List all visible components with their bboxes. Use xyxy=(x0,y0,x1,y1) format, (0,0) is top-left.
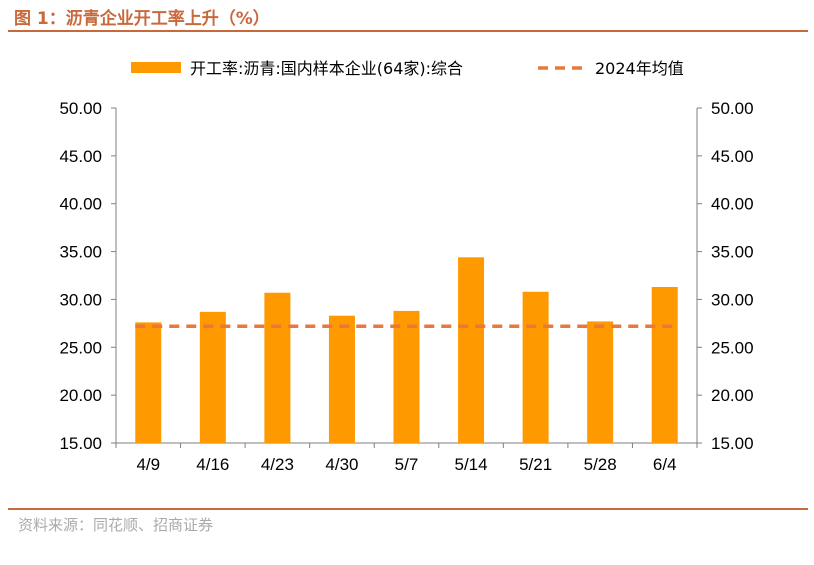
y-tick-label-right: 20.00 xyxy=(711,386,754,405)
y-tick-label-right: 25.00 xyxy=(711,338,754,357)
y-tick-label-right: 45.00 xyxy=(711,147,754,166)
bar-4/16 xyxy=(199,311,226,443)
x-tick-label: 4/23 xyxy=(261,455,294,474)
y-tick-label-left: 35.00 xyxy=(59,243,102,262)
y-tick-label-left: 15.00 xyxy=(59,434,102,453)
x-tick-label: 5/21 xyxy=(519,455,552,474)
y-tick-label-right: 35.00 xyxy=(711,243,754,262)
y-tick-label-right: 30.00 xyxy=(711,290,754,309)
tick-labels: 15.00 15.00 20.00 20.00 25.00 25.00 30.00 30.00… xyxy=(59,99,753,474)
bar-5/7 xyxy=(393,310,420,443)
legend-avg-label: 2024年均值 xyxy=(595,59,684,78)
y-tick-label-left: 30.00 xyxy=(59,290,102,309)
title-rule xyxy=(8,30,808,32)
y-tick-label-left: 40.00 xyxy=(59,195,102,214)
bars xyxy=(135,257,678,443)
bar-5/28 xyxy=(587,321,614,443)
y-tick-label-right: 15.00 xyxy=(711,434,754,453)
legend-bar-label: 开工率:沥青:国内样本企业(64家):综合 xyxy=(190,59,463,78)
x-tick-label: 5/14 xyxy=(455,455,488,474)
x-tick-label: 4/9 xyxy=(136,455,160,474)
y-tick-label-right: 50.00 xyxy=(711,99,754,118)
figure-title: 图 1：沥青企业开工率上升（%） xyxy=(14,9,270,29)
legend: 开工率:沥青:国内样本企业(64家):综合 2024年均值 xyxy=(131,59,684,78)
bar-chart: 开工率:沥青:国内样本企业(64家):综合 2024年均值 15.00 15.00… xyxy=(59,59,753,474)
y-tick-label-right: 40.00 xyxy=(711,195,754,214)
bar-5/21 xyxy=(522,291,549,443)
x-tick-label: 4/30 xyxy=(325,455,358,474)
x-tick-label: 5/28 xyxy=(584,455,617,474)
source-rule xyxy=(8,508,808,510)
y-tick-label-left: 50.00 xyxy=(59,99,102,118)
bar-4/23 xyxy=(264,292,291,443)
x-tick-label: 5/7 xyxy=(395,455,419,474)
bar-6/4 xyxy=(651,286,678,443)
y-tick-label-left: 45.00 xyxy=(59,147,102,166)
y-tick-label-left: 20.00 xyxy=(59,386,102,405)
y-tick-label-left: 25.00 xyxy=(59,338,102,357)
x-tick-label: 4/16 xyxy=(196,455,229,474)
bar-4/30 xyxy=(328,315,355,443)
x-tick-label: 6/4 xyxy=(653,455,677,474)
bar-5/14 xyxy=(458,257,485,443)
source-note: 资料来源：同花顺、招商证券 xyxy=(18,516,214,534)
legend-bar-swatch xyxy=(131,62,181,73)
bar-4/9 xyxy=(135,322,162,443)
